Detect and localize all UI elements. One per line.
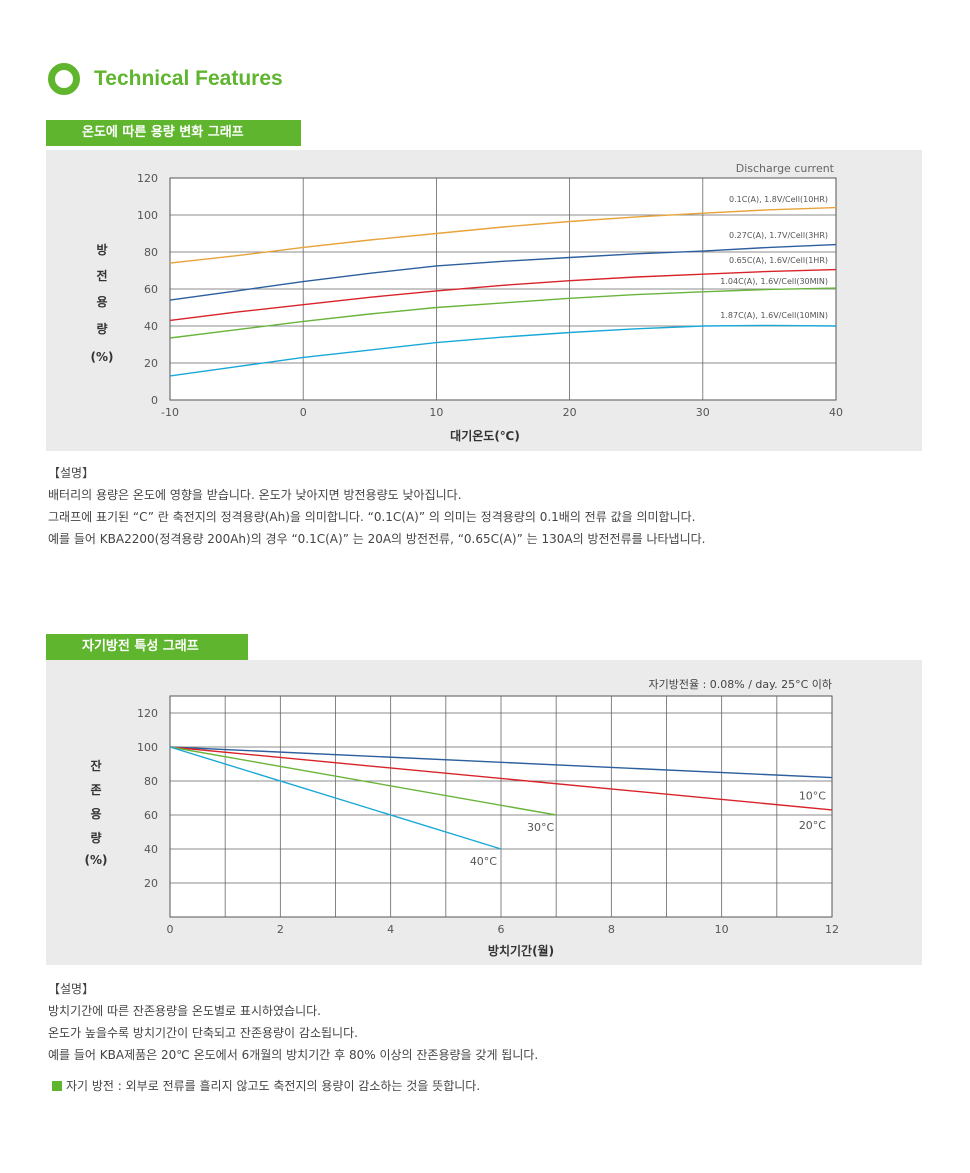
y-tick-label: 40 xyxy=(144,320,158,333)
chart-annotation: 자기방전율 : 0.08% / day. 25°C 이하 xyxy=(648,677,832,691)
series-line xyxy=(169,324,837,377)
series-line xyxy=(169,746,502,850)
y-axis-title: 전 xyxy=(96,268,107,283)
series-label: 40°C xyxy=(470,855,497,868)
x-tick-label: 40 xyxy=(829,406,843,419)
y-tick-label: 40 xyxy=(144,843,158,856)
series-line xyxy=(169,746,833,811)
series-line xyxy=(169,206,837,264)
x-tick-label: 30 xyxy=(696,406,710,419)
y-tick-label: 0 xyxy=(151,394,158,407)
x-tick-label: 6 xyxy=(498,923,505,936)
x-tick-label: 0 xyxy=(167,923,174,936)
self-discharge-chart: 20 40 60 80 100 120 0 2 4 6 8 10 12 10°C 20°C 30°C 40°C 자… xyxy=(85,677,840,958)
notes-line: 온도가 높을수록 방치기간이 단축되고 잔존용량이 감소됩니다. xyxy=(48,1026,358,1040)
chart-annotation: Discharge current xyxy=(736,162,835,175)
notes-title: 【설명】 xyxy=(48,982,95,996)
x-tick-label: 10 xyxy=(715,923,729,936)
notes-section2: 【설명】 방치기간에 따른 잔존용량을 온도별로 표시하였습니다. 온도가 높을… xyxy=(48,978,538,1066)
circle-bullet-icon xyxy=(48,63,80,95)
y-tick-label: 60 xyxy=(144,283,158,296)
series-label: 1.87C(A), 1.6V/Cell(10MIN) xyxy=(720,311,828,320)
series-line xyxy=(169,268,837,322)
notes-line: 예를 들어 KBA2200(정격용량 200Ah)의 경우 “0.1C(A)” … xyxy=(48,532,706,546)
y-tick-label: 100 xyxy=(137,209,158,222)
y-tick-label: 60 xyxy=(144,809,158,822)
square-bullet-icon xyxy=(52,1081,62,1091)
series-label: 20°C xyxy=(799,819,826,832)
y-tick-label: 80 xyxy=(144,246,158,259)
series-line xyxy=(169,746,557,816)
notes-line: 방치기간에 따른 잔존용량을 온도별로 표시하였습니다. xyxy=(48,1004,321,1018)
tab-label: 자기방전 특성 그래프 xyxy=(82,639,199,654)
notes-line: 그래프에 표기된 “C” 란 축전지의 정격용량(Ah)을 의미합니다. “0.… xyxy=(48,510,696,524)
chart-panel-temperature: 0 20 40 60 80 100 120 -10 0 10 20 30 40 0.1C(A), 1.8V… xyxy=(46,150,922,451)
tab-temperature-capacity: 온도에 따른 용량 변화 그래프 xyxy=(46,120,301,146)
chart-panel-self-discharge: 20 40 60 80 100 120 0 2 4 6 8 10 12 10°C 20°C 30°C 40°C 자… xyxy=(46,660,922,965)
y-axis-title: 용 xyxy=(90,806,101,821)
y-tick-label: 80 xyxy=(144,775,158,788)
y-axis-title: 용 xyxy=(96,294,107,309)
x-tick-label: 12 xyxy=(825,923,839,936)
notes-line: 배터리의 용량은 온도에 영향을 받습니다. 온도가 낮아지면 방전용량도 낮아… xyxy=(48,488,462,502)
x-tick-label: 20 xyxy=(563,406,577,419)
series-line xyxy=(169,746,833,779)
tab-label: 온도에 따른 용량 변화 그래프 xyxy=(82,125,244,140)
x-tick-label: 8 xyxy=(608,923,615,936)
page-title: Technical Features xyxy=(94,67,283,90)
x-axis-title: 방치기간(월) xyxy=(488,943,554,958)
series-label: 0.27C(A), 1.7V/Cell(3HR) xyxy=(729,231,828,240)
series-label: 0.1C(A), 1.8V/Cell(10HR) xyxy=(729,195,828,204)
series-line xyxy=(169,243,837,301)
series-label: 30°C xyxy=(527,821,554,834)
series-label: 10°C xyxy=(799,790,826,803)
y-tick-label: 20 xyxy=(144,357,158,370)
definition-text: 자기 방전 : 외부로 전류를 흘리지 않고도 축전지의 용량이 감소하는 것을… xyxy=(66,1079,481,1093)
y-axis-title: 량 xyxy=(90,831,101,845)
y-tick-label: 100 xyxy=(137,741,158,754)
notes-section1: 【설명】 배터리의 용량은 온도에 영향을 받습니다. 온도가 낮아지면 방전용… xyxy=(48,462,705,550)
y-axis-title: (%) xyxy=(91,350,114,364)
notes-title: 【설명】 xyxy=(48,466,95,480)
x-tick-label: 0 xyxy=(300,406,307,419)
series-label: 1.04C(A), 1.6V/Cell(30MIN) xyxy=(720,277,828,286)
tab-self-discharge: 자기방전 특성 그래프 xyxy=(46,634,248,660)
y-tick-label: 120 xyxy=(137,707,158,720)
y-axis-title: 존 xyxy=(90,783,101,797)
x-axis-title: 대기온도(℃) xyxy=(450,428,520,443)
y-tick-label: 120 xyxy=(137,172,158,185)
y-axis-title: 량 xyxy=(96,322,107,336)
x-tick-label: 10 xyxy=(429,406,443,419)
y-tick-label: 20 xyxy=(144,877,158,890)
series-label: 0.65C(A), 1.6V/Cell(1HR) xyxy=(729,256,828,265)
x-tick-label: -10 xyxy=(161,406,179,419)
y-axis-title: (%) xyxy=(85,853,108,867)
y-axis-title: 잔 xyxy=(90,758,101,773)
definition-note: 자기 방전 : 외부로 전류를 흘리지 않고도 축전지의 용량이 감소하는 것을… xyxy=(52,1077,480,1094)
y-axis-title: 방 xyxy=(96,242,107,257)
x-tick-label: 2 xyxy=(277,923,284,936)
section-heading: Technical Features xyxy=(48,62,283,96)
series-line xyxy=(169,287,837,339)
notes-line: 예를 들어 KBA제품은 20℃ 온도에서 6개월의 방치기간 후 80% 이상… xyxy=(48,1048,539,1062)
x-tick-label: 4 xyxy=(387,923,394,936)
